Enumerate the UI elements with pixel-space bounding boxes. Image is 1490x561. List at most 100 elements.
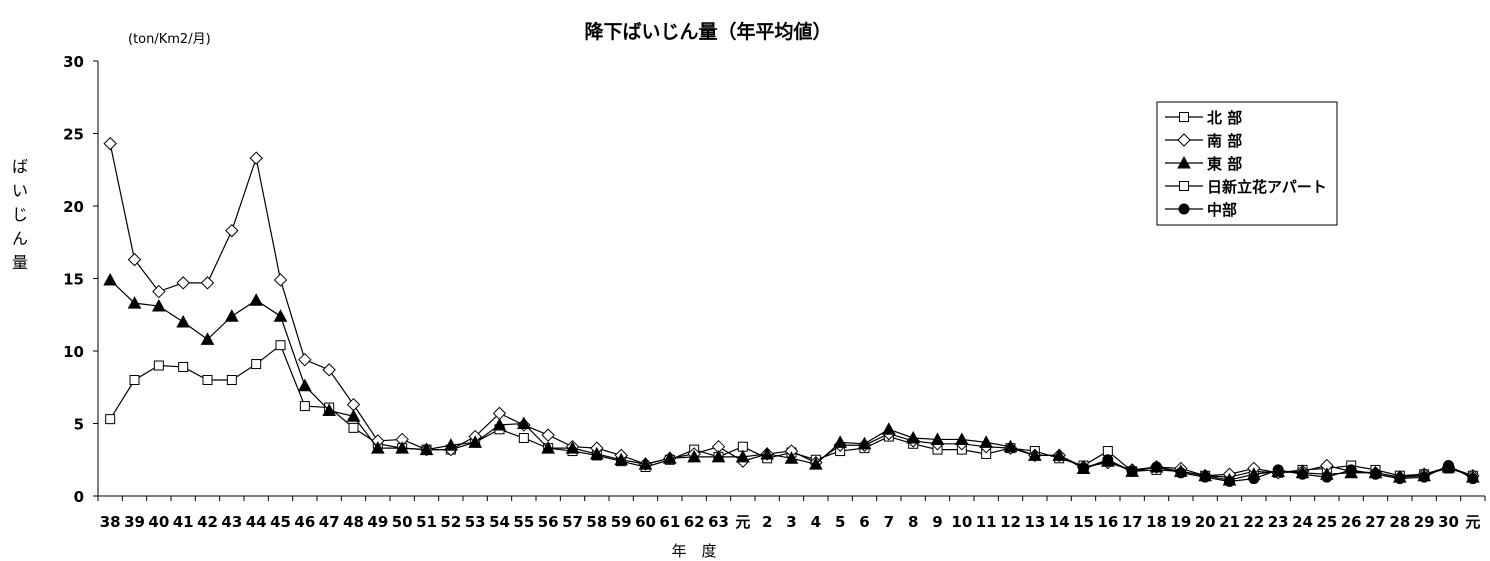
x-tick-label: 7	[884, 513, 894, 531]
x-tick-label: 21	[1219, 513, 1240, 531]
data-point	[370, 441, 385, 454]
x-tick-label: 40	[148, 513, 169, 531]
legend-item: 南 部	[1165, 132, 1242, 150]
data-point	[322, 403, 337, 416]
x-tick-label: 12	[1000, 513, 1021, 531]
x-tick-label: 8	[908, 513, 918, 531]
legend-item: 北 部	[1165, 109, 1242, 127]
legend-marker	[1178, 203, 1190, 215]
x-tick-label: 19	[1170, 513, 1191, 531]
x-tick-label: 46	[294, 513, 315, 531]
data-point	[200, 276, 215, 290]
data-point	[1345, 464, 1357, 476]
x-tick-labels: 38 39 40 41 42 43 44 45 46 47 48 49 50 51 52 53 54 55 56 57…	[100, 513, 1481, 531]
x-tick-label: 3	[786, 513, 796, 531]
x-tick-label: 49	[367, 513, 388, 531]
data-point	[1467, 473, 1479, 485]
data-point	[492, 417, 507, 431]
x-tick-label: 50	[392, 513, 413, 531]
y-tick-labels: 0 5 10 15 20 25 30	[63, 53, 84, 506]
data-point	[249, 151, 263, 165]
x-tick-label: 24	[1292, 513, 1313, 531]
data-point	[151, 299, 166, 312]
data-point	[178, 361, 189, 372]
data-point	[1394, 473, 1406, 485]
data-point	[395, 441, 410, 454]
legend-label: 日新立花アパート	[1207, 178, 1327, 196]
x-tick-label: 62	[684, 513, 705, 531]
data-point	[443, 438, 458, 451]
x-tick-label: 26	[1341, 513, 1362, 531]
legend-marker	[1179, 181, 1189, 191]
x-tick-label: 17	[1122, 513, 1143, 531]
series-group	[103, 136, 1480, 487]
axes	[93, 60, 1486, 501]
data-point	[176, 314, 191, 328]
data-point	[518, 433, 529, 443]
data-point	[979, 435, 994, 448]
data-point	[468, 435, 483, 448]
legend-item: 日新立花アパート	[1165, 178, 1327, 196]
data-point	[760, 446, 775, 460]
y-tick-label: 20	[63, 198, 84, 216]
x-tick-label: 14	[1049, 513, 1070, 531]
x-tick-label: 16	[1097, 513, 1118, 531]
x-tick-label: 元	[735, 513, 750, 531]
data-point	[127, 296, 142, 309]
data-point	[906, 430, 921, 444]
data-point	[881, 422, 896, 435]
data-point	[346, 397, 361, 412]
data-point	[1175, 467, 1187, 479]
data-point	[1272, 464, 1284, 476]
data-point	[103, 136, 117, 151]
y-axis-label-char: 量	[12, 253, 28, 272]
data-point	[299, 401, 310, 412]
x-tick-label: 22	[1243, 513, 1264, 531]
x-tick-label: 9	[932, 513, 942, 531]
data-point	[954, 432, 969, 445]
data-point	[541, 441, 556, 454]
x-tick-label: 60	[635, 513, 656, 531]
x-tick-label: 6	[859, 513, 869, 531]
data-point	[322, 363, 336, 377]
x-tick-label: 39	[124, 513, 145, 531]
x-tick-label: 27	[1365, 513, 1386, 531]
data-point	[1199, 471, 1211, 483]
data-point	[784, 451, 799, 464]
unit-label: (ton/Km2/月)	[128, 32, 211, 47]
data-point	[346, 409, 361, 422]
legend-label: 東 部	[1207, 155, 1242, 173]
legend-label: 南 部	[1207, 132, 1242, 150]
data-point	[1102, 454, 1114, 466]
x-tick-label: 13	[1024, 513, 1045, 531]
y-tick-label: 25	[63, 126, 84, 144]
data-point	[298, 352, 312, 367]
x-tick-label: 29	[1414, 513, 1435, 531]
data-point	[153, 360, 164, 371]
data-point	[275, 340, 286, 351]
data-point	[516, 416, 531, 429]
legend-item: 東 部	[1165, 155, 1242, 173]
x-tick-label: 52	[440, 513, 461, 531]
x-tick-label: 58	[586, 513, 607, 531]
y-axis-label-char: じ	[12, 205, 28, 224]
data-point	[1151, 461, 1162, 473]
data-point	[1027, 448, 1042, 461]
data-point	[224, 309, 239, 322]
data-point	[614, 452, 629, 466]
x-tick-label: 25	[1316, 513, 1337, 531]
data-point	[103, 272, 118, 286]
legend-marker	[1179, 112, 1189, 122]
x-tick-label: 30	[1438, 513, 1459, 531]
x-tick-label: 23	[1268, 513, 1289, 531]
data-point	[348, 422, 359, 433]
legend-marker	[1177, 155, 1191, 169]
data-point	[687, 449, 702, 463]
data-point	[662, 451, 677, 464]
data-point	[127, 252, 142, 267]
legend-marker	[1177, 133, 1191, 147]
data-point	[129, 375, 140, 385]
y-tick-label: 30	[63, 53, 84, 71]
data-point	[638, 457, 653, 470]
